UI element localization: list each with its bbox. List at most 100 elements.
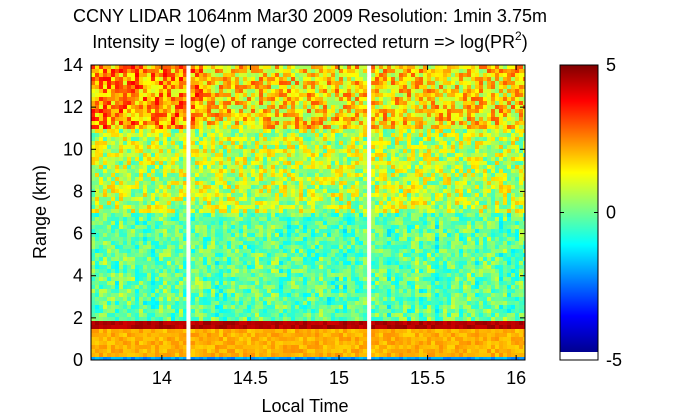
heatmap-cell	[255, 97, 260, 102]
heatmap-cell	[143, 221, 148, 226]
heatmap-cell	[495, 209, 500, 214]
heatmap-cell	[319, 173, 324, 178]
heatmap-cell	[327, 89, 332, 94]
heatmap-cell	[99, 205, 104, 210]
heatmap-cell	[479, 81, 484, 86]
heatmap-cell	[111, 93, 116, 98]
heatmap-cell	[379, 125, 384, 130]
heatmap-cell	[99, 137, 104, 142]
heatmap-cell	[195, 125, 200, 130]
heatmap-cell	[499, 129, 504, 134]
heatmap-cell	[515, 129, 520, 134]
heatmap-cell	[399, 161, 404, 166]
heatmap-cell	[223, 197, 228, 202]
heatmap-cell	[459, 237, 464, 242]
heatmap-cell	[107, 113, 112, 118]
heatmap-cell	[223, 193, 228, 198]
heatmap-cell	[163, 77, 168, 82]
heatmap-cell	[131, 93, 136, 98]
heatmap-cell	[215, 229, 220, 234]
heatmap-cell	[343, 81, 348, 86]
heatmap-cell	[231, 81, 236, 86]
heatmap-cell	[151, 157, 156, 162]
heatmap-cell	[131, 169, 136, 174]
heatmap-cell	[147, 129, 152, 134]
heatmap-cell	[335, 189, 340, 194]
heatmap-cell	[287, 181, 292, 186]
heatmap-cell	[107, 89, 112, 94]
heatmap-cell	[347, 125, 352, 130]
heatmap-cell	[127, 217, 132, 222]
heatmap-cell	[435, 81, 440, 86]
heatmap-cell	[499, 161, 504, 166]
heatmap-cell	[403, 213, 408, 218]
heatmap-cell	[427, 213, 432, 218]
heatmap-cell	[227, 109, 232, 114]
heatmap-cell	[159, 125, 164, 130]
heatmap-cell	[459, 65, 464, 70]
heatmap-cell	[111, 237, 116, 242]
heatmap-cell	[219, 105, 224, 110]
heatmap-cell	[343, 125, 348, 130]
heatmap-cell	[195, 169, 200, 174]
heatmap-cell	[407, 125, 412, 130]
heatmap-cell	[147, 237, 152, 242]
heatmap-cell	[207, 125, 212, 130]
heatmap-cell	[331, 225, 336, 230]
heatmap-cell	[291, 89, 296, 94]
heatmap-cell	[383, 105, 388, 110]
heatmap-cell	[359, 173, 364, 178]
heatmap-cell	[107, 209, 112, 214]
heatmap-cell	[303, 165, 308, 170]
heatmap-cell	[211, 185, 216, 190]
heatmap-cell	[447, 81, 452, 86]
heatmap-cell	[403, 201, 408, 206]
heatmap-cell	[375, 245, 380, 250]
heatmap-cell	[107, 221, 112, 226]
heatmap-cell	[495, 129, 500, 134]
heatmap-cell	[471, 181, 476, 186]
heatmap-cell	[299, 213, 304, 218]
heatmap-cell	[211, 129, 216, 134]
heatmap-cell	[255, 181, 260, 186]
heatmap-cell	[419, 69, 424, 74]
heatmap-cell	[131, 209, 136, 214]
heatmap-cell	[487, 209, 492, 214]
heatmap-cell	[443, 217, 448, 222]
heatmap-cell	[195, 245, 200, 250]
heatmap-cell	[299, 97, 304, 102]
heatmap-cell	[183, 149, 188, 154]
heatmap-cell	[467, 133, 472, 138]
heatmap-cell	[411, 233, 416, 238]
heatmap-cell	[487, 165, 492, 170]
heatmap-cell	[495, 161, 500, 166]
heatmap-cell	[279, 125, 284, 130]
heatmap-cell	[391, 189, 396, 194]
heatmap-cell	[339, 77, 344, 82]
heatmap-cell	[407, 93, 412, 98]
heatmap-cell	[347, 73, 352, 78]
heatmap-cell	[303, 145, 308, 150]
heatmap-cell	[303, 209, 308, 214]
heatmap-cell	[159, 205, 164, 210]
heatmap-cell	[499, 197, 504, 202]
heatmap-cell	[179, 93, 184, 98]
heatmap-cell	[431, 93, 436, 98]
heatmap-cell	[243, 81, 248, 86]
heatmap-cell	[279, 149, 284, 154]
heatmap-cell	[163, 157, 168, 162]
heatmap-cell	[259, 149, 264, 154]
heatmap-cell	[303, 181, 308, 186]
heatmap-cell	[511, 157, 516, 162]
heatmap-cell	[303, 241, 308, 246]
heatmap-cell	[303, 105, 308, 110]
heatmap-cell	[483, 109, 488, 114]
heatmap-cell	[299, 65, 304, 70]
heatmap-cell	[395, 209, 400, 214]
heatmap-cell	[395, 129, 400, 134]
heatmap-cell	[395, 193, 400, 198]
heatmap-cell	[267, 165, 272, 170]
heatmap-cell	[191, 185, 196, 190]
heatmap-cell	[523, 113, 525, 118]
heatmap-cell	[263, 117, 268, 122]
